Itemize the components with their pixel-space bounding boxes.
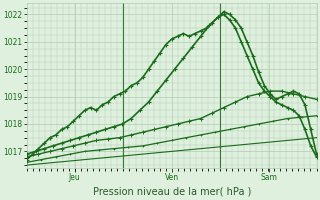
X-axis label: Pression niveau de la mer( hPa ): Pression niveau de la mer( hPa ): [92, 187, 251, 197]
